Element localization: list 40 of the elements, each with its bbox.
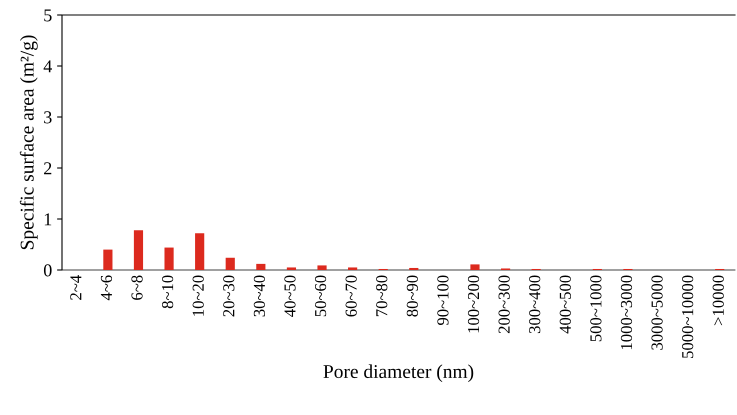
x-tick-label: 90~100 bbox=[437, 276, 449, 326]
x-tick-label: 100~200 bbox=[468, 276, 480, 332]
x-tick-label: 8~10 bbox=[162, 276, 174, 308]
y-tick-label: 0 bbox=[44, 264, 52, 276]
x-tick-label: 10~20 bbox=[192, 276, 204, 316]
x-tick-label: 500~1000 bbox=[590, 276, 602, 342]
bar bbox=[286, 267, 296, 270]
x-tick-label: 400~500 bbox=[560, 276, 571, 334]
bar bbox=[256, 264, 266, 270]
x-tick-label: 70~80 bbox=[376, 276, 388, 316]
y-tick-label: 1 bbox=[44, 213, 52, 226]
x-tick-label: 30~40 bbox=[254, 276, 266, 316]
y-tick-label: 3 bbox=[44, 111, 52, 124]
x-axis-title: Pore diameter (nm) bbox=[323, 364, 474, 382]
x-tick-label: 300~400 bbox=[529, 276, 540, 334]
bar bbox=[103, 250, 112, 270]
bar bbox=[134, 230, 144, 270]
x-tick-label: >10000 bbox=[712, 275, 724, 326]
bar bbox=[164, 248, 174, 270]
x-tick-label: 1000~3000 bbox=[620, 276, 632, 350]
bar bbox=[195, 233, 204, 270]
y-axis-title: Specific surface area (m²/g) bbox=[20, 35, 38, 250]
x-tick-label: 20~30 bbox=[223, 276, 234, 316]
bar bbox=[470, 264, 480, 270]
x-tick-label: 4~6 bbox=[100, 275, 112, 300]
y-tick-label: 2 bbox=[44, 162, 52, 174]
bar bbox=[348, 267, 358, 270]
x-tick-label: 5000~10000 bbox=[682, 276, 694, 358]
x-tick-label: 2~4 bbox=[70, 275, 82, 300]
x-tick-label: 200~300 bbox=[498, 276, 510, 334]
x-tick-label: 50~60 bbox=[314, 276, 326, 316]
x-tick-label: 3000~5000 bbox=[651, 276, 663, 350]
y-tick-label: 5 bbox=[44, 9, 52, 22]
x-tick-label: 40~50 bbox=[284, 276, 296, 317]
bar bbox=[226, 258, 235, 270]
y-tick-label: 4 bbox=[44, 60, 52, 72]
x-tick-label: 60~70 bbox=[346, 276, 357, 316]
x-tick-label: 6~8 bbox=[131, 276, 143, 300]
x-tick-label: 80~90 bbox=[406, 276, 418, 317]
bar bbox=[317, 265, 327, 270]
